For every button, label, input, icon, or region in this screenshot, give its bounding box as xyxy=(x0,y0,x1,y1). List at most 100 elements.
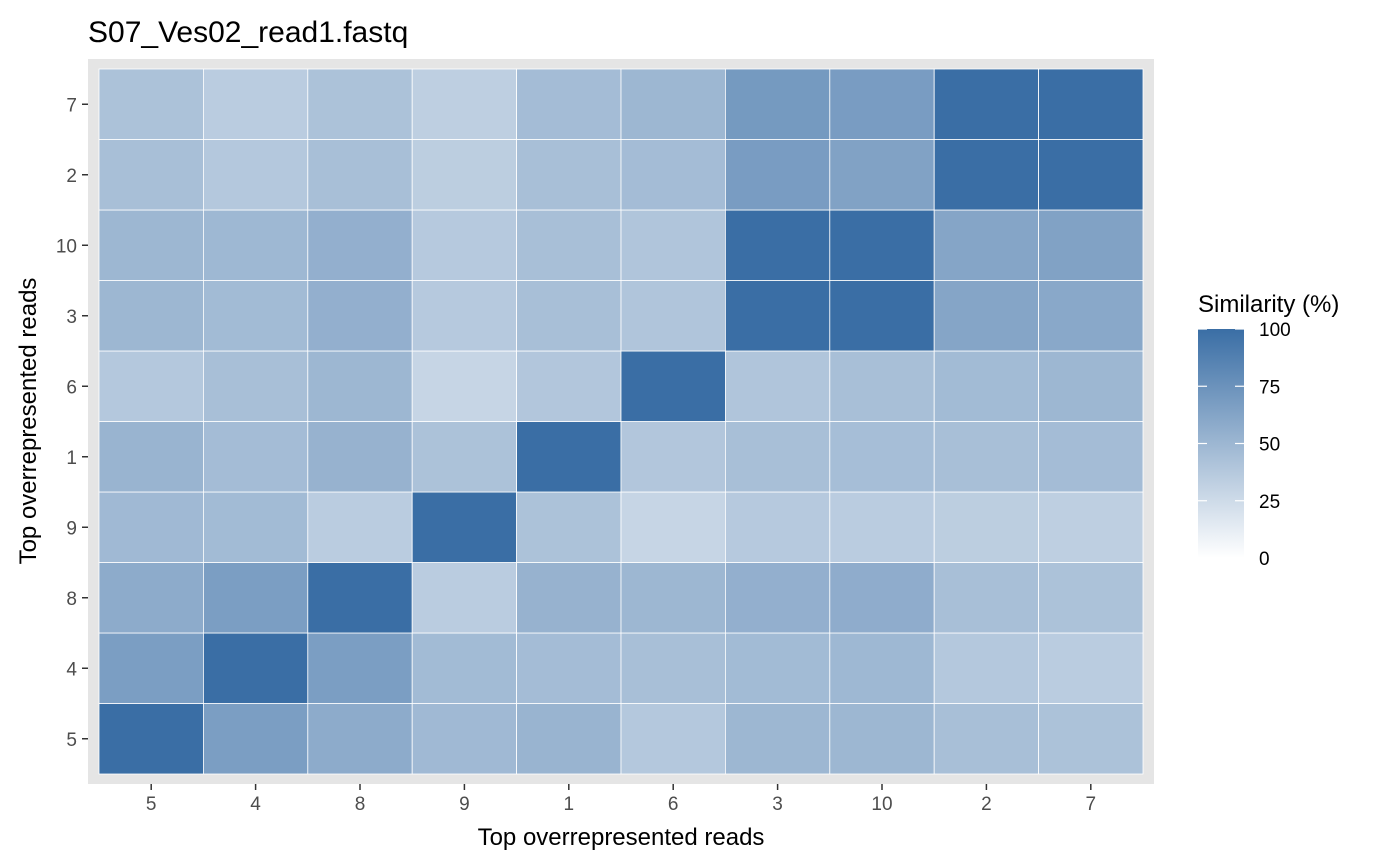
heatmap-cell xyxy=(1038,350,1144,422)
heatmap-cell xyxy=(725,280,831,352)
heatmap-cell xyxy=(98,632,204,704)
chart-title: S07_Ves02_read1.fastq xyxy=(88,16,408,49)
heatmap-cell xyxy=(725,68,831,140)
heatmap-cell xyxy=(307,562,413,634)
heatmap-cell xyxy=(620,632,726,704)
heatmap-cell xyxy=(933,139,1040,211)
heatmap-cell xyxy=(1038,421,1144,493)
heatmap-cell xyxy=(516,703,622,775)
heatmap-cell xyxy=(933,491,1040,563)
heatmap-cell xyxy=(933,68,1040,140)
heatmap-cell xyxy=(1038,562,1144,634)
heatmap-cell xyxy=(516,280,622,352)
y-axis: 5 4 8 9 1 6 3 10 2 7 xyxy=(56,95,88,751)
heatmap-cell xyxy=(725,491,831,563)
heatmap-cell xyxy=(1038,703,1144,775)
heatmap-cell xyxy=(829,350,935,422)
heatmap-cell xyxy=(307,632,413,704)
heatmap-cell xyxy=(411,562,518,634)
heatmap-cell xyxy=(725,421,831,493)
legend-ticks: 100 75 50 25 0 xyxy=(1198,320,1291,570)
heatmap-cell xyxy=(933,350,1040,422)
heatmap-cell xyxy=(1038,68,1144,140)
legend-label: 50 xyxy=(1259,435,1280,456)
heatmap-cell xyxy=(307,491,413,563)
heatmap-cell xyxy=(516,350,622,422)
heatmap-cell xyxy=(202,703,309,775)
heatmap-cell xyxy=(98,139,204,211)
heatmap-cell xyxy=(307,280,413,352)
x-tick-label: 8 xyxy=(355,794,366,815)
heatmap-cell xyxy=(933,632,1040,704)
heatmap-cell xyxy=(620,139,726,211)
heatmap-cell xyxy=(620,68,726,140)
heatmap-cell xyxy=(516,632,622,704)
x-axis-title: Top overrepresented reads xyxy=(478,824,765,851)
heatmap-cell xyxy=(725,209,831,281)
heatmap-cell xyxy=(1038,280,1144,352)
heatmap-cell xyxy=(725,562,831,634)
heatmap-cell xyxy=(98,491,204,563)
heatmap-cell xyxy=(1038,632,1144,704)
heatmap-cell xyxy=(516,139,622,211)
heatmap-cell xyxy=(829,703,935,775)
x-tick-label: 5 xyxy=(146,794,157,815)
heatmap-cell xyxy=(1038,491,1144,563)
heatmap-cell xyxy=(202,491,309,563)
x-tick-label: 1 xyxy=(564,794,575,815)
heatmap-cell xyxy=(98,703,204,775)
x-tick-label: 9 xyxy=(459,794,470,815)
heatmap-cell xyxy=(829,421,935,493)
heatmap-cell xyxy=(411,68,518,140)
heatmap-cell xyxy=(516,68,622,140)
heatmap-cell xyxy=(202,209,309,281)
legend-label: 75 xyxy=(1259,377,1280,398)
heatmap-cell xyxy=(933,209,1040,281)
legend-title: Similarity (%) xyxy=(1198,291,1339,318)
heatmap-cell xyxy=(829,209,935,281)
legend: Similarity (%) 100 75 50 25 0 xyxy=(1198,291,1339,570)
heatmap-cell xyxy=(98,562,204,634)
heatmap-cell xyxy=(620,209,726,281)
legend-label: 0 xyxy=(1259,549,1270,570)
heatmap-cell xyxy=(202,350,309,422)
heatmap-cell xyxy=(829,562,935,634)
heatmap-cell xyxy=(411,703,518,775)
heatmap-cell xyxy=(933,421,1040,493)
x-tick-label: 6 xyxy=(668,794,679,815)
legend-label: 100 xyxy=(1259,320,1291,341)
heatmap-cell xyxy=(411,632,518,704)
y-tick-label: 8 xyxy=(66,589,77,610)
heatmap-cell xyxy=(620,703,726,775)
heatmap-cell xyxy=(620,491,726,563)
heatmap-cell xyxy=(620,350,726,422)
x-tick-label: 3 xyxy=(772,794,783,815)
y-tick-label: 10 xyxy=(56,236,77,257)
heatmap-cell xyxy=(98,350,204,422)
heatmap-cell xyxy=(307,421,413,493)
heatmap-cell xyxy=(202,68,309,140)
heatmap-cell xyxy=(202,421,309,493)
heatmap-cell xyxy=(829,280,935,352)
heatmap-cell xyxy=(411,280,518,352)
heatmap-cell xyxy=(411,139,518,211)
y-tick-label: 5 xyxy=(66,730,77,751)
heatmap-cell xyxy=(98,421,204,493)
heatmap-cell xyxy=(307,209,413,281)
heatmap-cell xyxy=(620,562,726,634)
heatmap-cell xyxy=(725,703,831,775)
heatmap-cell xyxy=(620,280,726,352)
heatmap-cell xyxy=(307,350,413,422)
y-tick-label: 2 xyxy=(66,166,77,187)
y-tick-label: 6 xyxy=(66,377,77,398)
x-tick-label: 4 xyxy=(250,794,261,815)
x-tick-label: 7 xyxy=(1086,794,1097,815)
heatmap-cell xyxy=(516,562,622,634)
heatmap-cell xyxy=(202,280,309,352)
heatmap-cell xyxy=(411,209,518,281)
heatmap-cell xyxy=(98,68,204,140)
x-tick-label: 2 xyxy=(981,794,992,815)
y-tick-label: 1 xyxy=(66,448,77,469)
heatmap-cell xyxy=(725,139,831,211)
